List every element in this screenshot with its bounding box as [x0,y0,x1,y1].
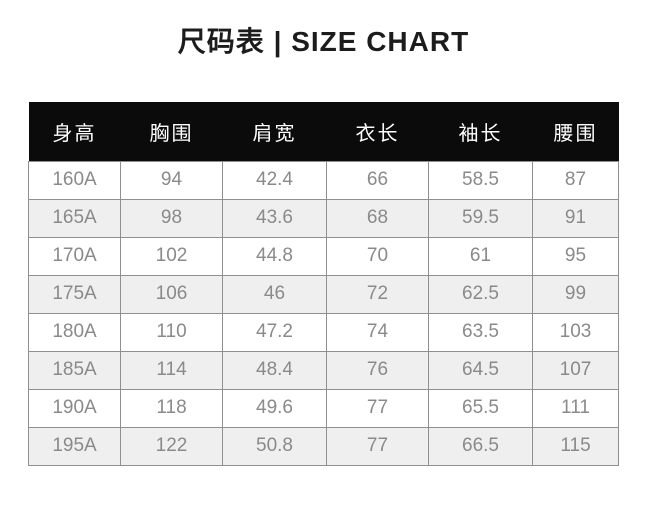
table-cell: 48.4 [222,350,327,390]
table-cell: 77 [326,426,429,466]
table-cell: 66.5 [428,426,533,466]
table-row: 175A 106 46 72 62.5 99 [28,274,619,314]
table-cell: 77 [326,388,429,428]
table-row: 180A 110 47.2 74 63.5 103 [28,312,619,352]
table-cell: 76 [326,350,429,390]
table-cell: 66 [326,160,429,200]
table-row: 165A 98 43.6 68 59.5 91 [28,198,619,238]
table-row: 160A 94 42.4 66 58.5 87 [28,160,619,200]
table-cell: 46 [222,274,327,314]
column-header: 衣长 [326,102,429,161]
table-cell: 50.8 [222,426,327,466]
table-cell: 74 [326,312,429,352]
table-row: 195A 122 50.8 77 66.5 115 [28,426,619,466]
table-cell: 165A [28,198,121,238]
table-cell: 160A [28,160,121,200]
table-cell: 58.5 [428,160,533,200]
table-cell: 180A [28,312,121,352]
size-chart-table: 身高 胸围 肩宽 衣长 袖长 腰围 160A 94 42.4 66 58.5 87 165A 98 43.… [28,102,619,466]
table-row: 185A 114 48.4 76 64.5 107 [28,350,619,390]
table-cell: 110 [120,312,223,352]
table-cell: 65.5 [428,388,533,428]
table-cell: 59.5 [428,198,533,238]
column-header: 身高 [28,102,121,161]
table-cell: 98 [120,198,223,238]
table-cell: 195A [28,426,121,466]
table-cell: 175A [28,274,121,314]
table-cell: 102 [120,236,223,276]
table-cell: 99 [532,274,619,314]
table-cell: 103 [532,312,619,352]
table-cell: 111 [532,388,619,428]
table-row: 190A 118 49.6 77 65.5 111 [28,388,619,428]
column-header: 袖长 [428,102,533,161]
table-cell: 91 [532,198,619,238]
table-cell: 70 [326,236,429,276]
column-header: 胸围 [120,102,223,161]
table-cell: 106 [120,274,223,314]
table-cell: 94 [120,160,223,200]
header-row: 身高 胸围 肩宽 衣长 袖长 腰围 [28,102,619,161]
page-title: 尺码表 | SIZE CHART [177,26,470,57]
column-header: 肩宽 [222,102,327,161]
table-cell: 122 [120,426,223,466]
table-cell: 190A [28,388,121,428]
table-cell: 63.5 [428,312,533,352]
table-cell: 43.6 [222,198,327,238]
table-cell: 114 [120,350,223,390]
table-cell: 42.4 [222,160,327,200]
table-cell: 87 [532,160,619,200]
column-header: 腰围 [532,102,619,161]
table-cell: 44.8 [222,236,327,276]
table-body: 160A 94 42.4 66 58.5 87 165A 98 43.6 68 59.5 91 170A… [28,160,619,466]
table-cell: 64.5 [428,350,533,390]
table-cell: 118 [120,388,223,428]
table-cell: 49.6 [222,388,327,428]
table-cell: 47.2 [222,312,327,352]
table-cell: 185A [28,350,121,390]
table-cell: 62.5 [428,274,533,314]
table-row: 170A 102 44.8 70 61 95 [28,236,619,276]
table-cell: 107 [532,350,619,390]
table-cell: 68 [326,198,429,238]
table-cell: 95 [532,236,619,276]
table-header: 身高 胸围 肩宽 衣长 袖长 腰围 [28,102,619,161]
table-cell: 72 [326,274,429,314]
table-cell: 170A [28,236,121,276]
table-cell: 115 [532,426,619,466]
table-cell: 61 [428,236,533,276]
